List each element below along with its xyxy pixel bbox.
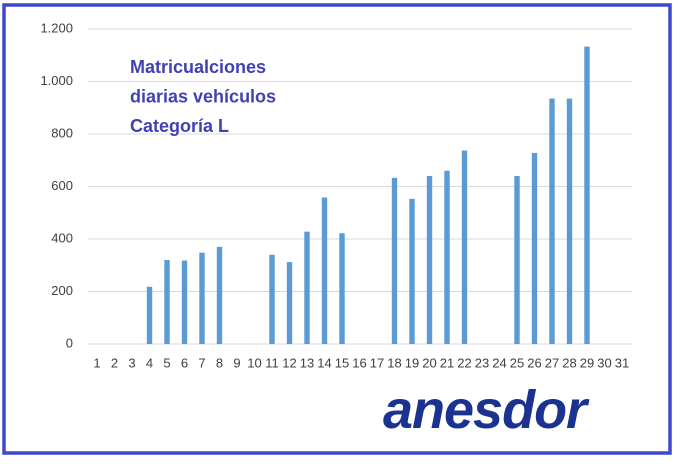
- bar: [426, 176, 433, 344]
- bar: [531, 152, 538, 344]
- x-tick-label: 26: [527, 355, 541, 370]
- bar: [461, 150, 468, 344]
- bar: [444, 170, 450, 344]
- y-tick-label: 800: [51, 125, 73, 140]
- frame: [2, 3, 672, 455]
- bar: [146, 286, 153, 344]
- x-tick-label: 27: [545, 355, 559, 370]
- chart-title: Categoría L: [130, 116, 229, 136]
- x-tick-label: 28: [562, 355, 576, 370]
- bar: [584, 46, 590, 345]
- x-tick-label: 11: [265, 355, 279, 370]
- bar: [199, 252, 205, 344]
- x-tick-label: 10: [247, 355, 261, 370]
- x-tick-label: 18: [387, 355, 401, 370]
- chart-title: diarias vehículos: [130, 87, 276, 107]
- x-tick-label: 19: [405, 355, 419, 370]
- bar: [549, 98, 555, 344]
- bar: [339, 233, 345, 344]
- bar: [566, 98, 573, 344]
- x-tick-label: 12: [282, 355, 296, 370]
- bar: [409, 198, 415, 344]
- x-tick-label: 23: [475, 355, 489, 370]
- y-tick-label: 0: [66, 335, 73, 350]
- bar: [164, 260, 170, 344]
- bar: [286, 262, 293, 344]
- bar: [321, 197, 328, 344]
- chart-title: Matricualciones: [130, 57, 266, 77]
- x-tick-label: 1: [93, 355, 100, 370]
- bar: [269, 254, 275, 344]
- y-tick-label: 600: [51, 178, 73, 193]
- x-tick-label: 31: [615, 355, 629, 370]
- bar: [304, 231, 310, 344]
- x-tick-label: 4: [146, 355, 153, 370]
- bar: [514, 176, 520, 344]
- x-tick-label: 29: [580, 355, 594, 370]
- x-tick-label: 22: [457, 355, 471, 370]
- x-tick-label: 13: [300, 355, 314, 370]
- x-tick-label: 17: [370, 355, 384, 370]
- x-tick-label: 5: [163, 355, 170, 370]
- y-tick-label: 1.200: [40, 20, 73, 35]
- x-tick-label: 20: [422, 355, 436, 370]
- x-tick-label: 6: [181, 355, 188, 370]
- x-tick-label: 15: [335, 355, 349, 370]
- y-tick-label: 400: [51, 230, 73, 245]
- bar: [391, 177, 398, 344]
- logo: anesdor: [383, 380, 590, 440]
- x-tick-label: 3: [128, 355, 135, 370]
- y-tick-label: 1.000: [40, 73, 73, 88]
- x-tick-label: 7: [198, 355, 205, 370]
- x-tick-label: 2: [111, 355, 118, 370]
- x-tick-label: 14: [317, 355, 331, 370]
- x-tick-label: 16: [352, 355, 366, 370]
- bar: [181, 260, 188, 344]
- x-tick-label: 8: [216, 355, 223, 370]
- x-tick-label: 30: [597, 355, 611, 370]
- y-tick-label: 200: [51, 283, 73, 298]
- x-tick-label: 24: [492, 355, 506, 370]
- bar: [216, 246, 223, 344]
- x-tick-label: 9: [233, 355, 240, 370]
- x-tick-label: 25: [510, 355, 524, 370]
- x-tick-label: 21: [440, 355, 454, 370]
